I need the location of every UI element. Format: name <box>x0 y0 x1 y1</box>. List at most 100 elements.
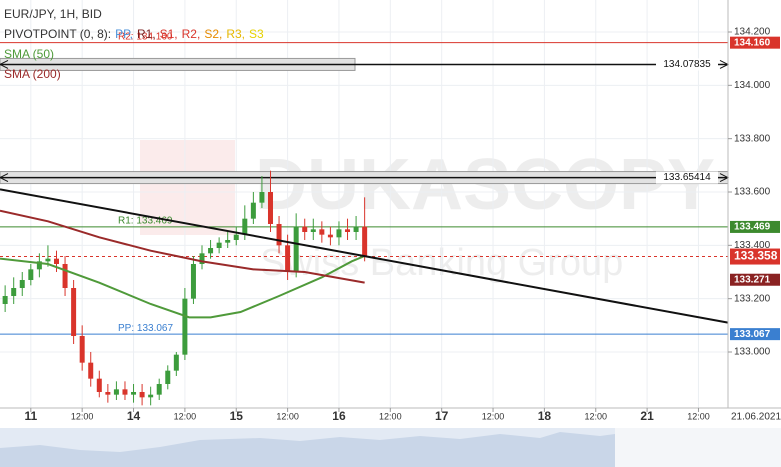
pivot-legend-item: S2, <box>204 27 222 41</box>
candle-body <box>362 226 368 257</box>
watermark-brand: DUKASCOPY <box>255 145 715 225</box>
candle-body <box>28 269 34 280</box>
candle-body <box>199 253 205 264</box>
candle-body <box>319 229 325 235</box>
pivot-legend-item: R2, <box>182 27 201 41</box>
candle-body <box>148 394 154 398</box>
candle-body <box>353 226 359 232</box>
candle-body <box>45 258 51 262</box>
candle-body <box>293 226 299 272</box>
y-tick-label: 134.000 <box>734 80 771 91</box>
candle-body <box>336 229 342 238</box>
x-tick-label: 12:00 <box>687 411 710 421</box>
x-tick-label: 12:00 <box>276 411 299 421</box>
x-tick-label: 12:00 <box>584 411 607 421</box>
candle-body <box>71 288 77 336</box>
x-tick-label: 15 <box>230 409 244 423</box>
level-note: PP: 133.067 <box>118 323 173 334</box>
candle-body <box>190 264 196 299</box>
candle-body <box>88 362 94 379</box>
price-tag <box>730 36 780 49</box>
y-tick-label: 133.800 <box>734 133 771 144</box>
navigator-area <box>0 432 615 467</box>
watermark-logo <box>140 140 235 235</box>
level-label: 133.65414 <box>663 172 711 183</box>
price-tag-label: 133.469 <box>734 222 771 233</box>
candle-body <box>79 336 85 363</box>
candle-body <box>225 240 231 243</box>
level-note: R2: 134.160 <box>118 31 173 42</box>
x-tick-label: 21 <box>640 409 654 423</box>
candle-body <box>267 192 273 224</box>
candle-body <box>216 242 222 248</box>
price-tag-label: 133.067 <box>734 329 771 340</box>
x-tick-label: 12:00 <box>482 411 505 421</box>
x-axis-end-label: 21.06.2021 <box>731 412 781 423</box>
candle-body <box>233 234 239 240</box>
axes: 134.200 134.000 133.800 133.600 133.400 133.2… <box>24 27 780 423</box>
price-tag <box>730 220 780 233</box>
pivot-legend-item: S3 <box>249 27 264 41</box>
pivot-legend-item: R1, <box>137 27 156 41</box>
candle-body <box>345 229 351 232</box>
sma-line <box>0 255 366 319</box>
candle-body <box>182 298 188 355</box>
sma-line <box>0 209 365 284</box>
candle-body <box>276 224 282 246</box>
level-label-bg <box>656 171 718 184</box>
x-tick-label: 12:00 <box>174 411 197 421</box>
x-tick-label: 16 <box>332 409 346 423</box>
x-tick-label: 18 <box>538 409 552 423</box>
y-tick-label: 133.000 <box>734 347 771 358</box>
legend-title: EUR/JPY, 1H, BID <box>4 7 102 21</box>
price-tag-label: 134.160 <box>734 37 771 48</box>
candle-body <box>250 202 256 219</box>
y-tick-label: 133.400 <box>734 240 771 251</box>
candle-body <box>36 261 42 270</box>
legend: EUR/JPY, 1H, BID PIVOTPOINT (0, 8): PP, R1… <box>4 7 264 81</box>
candle-body <box>62 264 68 288</box>
x-tick-label: 12:00 <box>71 411 94 421</box>
y-tick-label: 134.200 <box>734 27 771 38</box>
candle-body <box>285 245 291 272</box>
plot <box>0 170 729 406</box>
candle-body <box>96 378 102 392</box>
navigator <box>0 428 781 467</box>
candle-body <box>310 229 316 232</box>
x-tick-label: 12:00 <box>379 411 402 421</box>
level-label: 134.07835 <box>663 59 711 70</box>
pivot-legend-title: PIVOTPOINT (0, 8): <box>4 27 111 41</box>
candle-body <box>122 389 128 395</box>
price-tag <box>730 328 780 341</box>
y-tick-label: 133.200 <box>734 293 771 304</box>
pivot-legend-item: S1, <box>160 27 178 41</box>
candle-body <box>11 288 17 296</box>
price-tag-label: 133.271 <box>734 274 771 285</box>
y-tick-label: 133.600 <box>734 187 771 198</box>
candle-body <box>173 354 179 371</box>
candle-body <box>259 192 265 203</box>
candle-body <box>165 370 171 384</box>
candle-body <box>131 392 137 395</box>
levels: R2: 134.160 134.07835 133.65414 R1: 133.469… <box>0 31 730 335</box>
candle-body <box>139 392 145 398</box>
x-tick-label: 17 <box>435 409 449 423</box>
candle-body <box>242 218 248 235</box>
pivot-legend-item: PP, <box>115 27 133 41</box>
legend-entry: SMA (200) <box>4 67 61 81</box>
candle-body <box>327 234 333 238</box>
candle-body <box>302 226 308 232</box>
pivot-legend: PIVOTPOINT (0, 8): PP, R1, S1, R2, S2, R3, S3 <box>4 27 264 41</box>
candle-body <box>19 280 25 288</box>
legend-entry: SMA (50) <box>4 47 54 61</box>
candle-body <box>2 296 8 304</box>
candle-body <box>113 389 119 395</box>
candle-body <box>156 384 162 395</box>
x-tick-label: 11 <box>24 409 37 423</box>
level-label-bg <box>656 58 718 71</box>
level-note: R1: 133.469 <box>118 216 173 227</box>
x-tick-label: 14 <box>127 409 141 423</box>
price-tag-label: 133.358 <box>734 249 778 263</box>
pivot-legend-item: R3, <box>226 27 245 41</box>
